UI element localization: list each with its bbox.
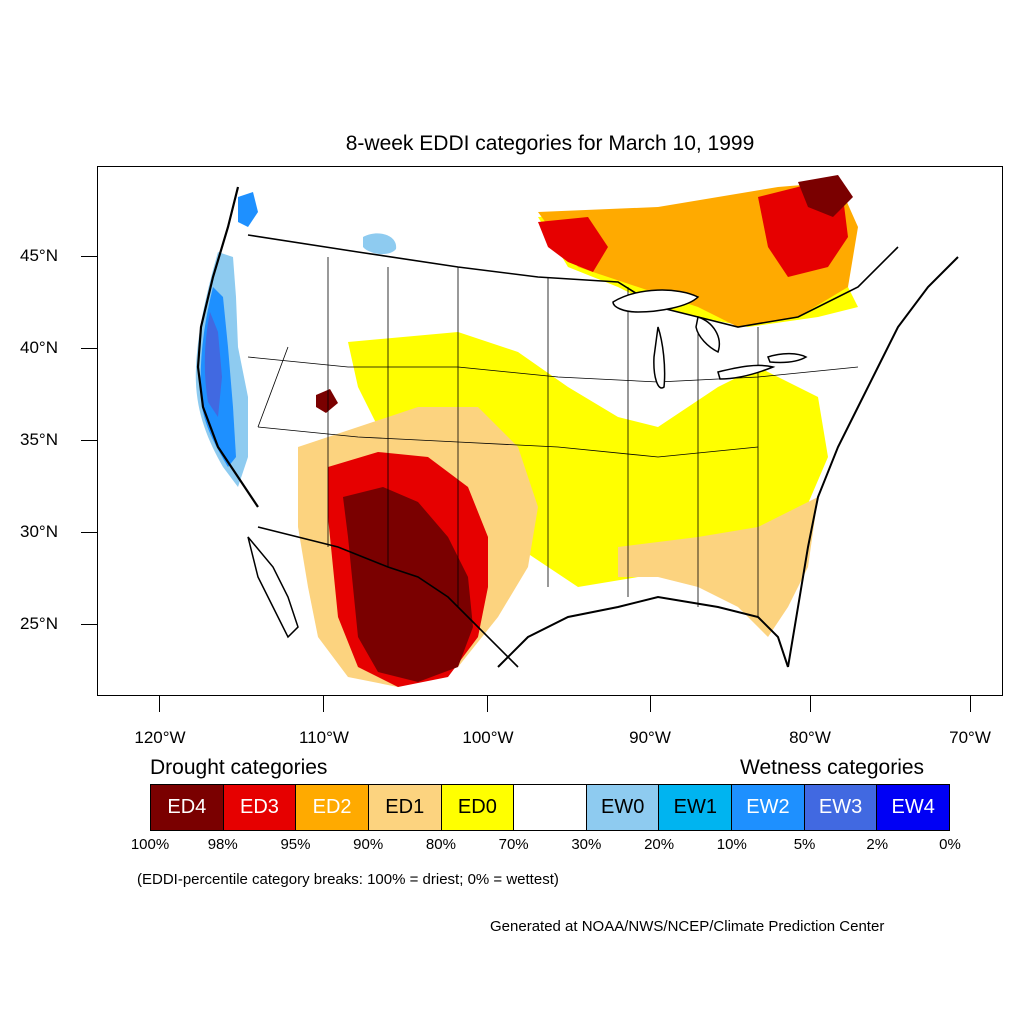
lon-tick [323, 696, 324, 712]
west-coastline [196, 186, 259, 508]
east-coastline [787, 256, 959, 668]
quebec-ed4 [798, 175, 853, 217]
lon-label: 100°W [462, 728, 514, 747]
lat-tick [81, 532, 97, 533]
lon-tick [970, 696, 971, 712]
legend-break-label: 90% [353, 836, 384, 853]
lat-tick [81, 624, 97, 625]
legend-swatch [514, 785, 587, 830]
us-mexico-border [257, 526, 519, 668]
lon-label: 80°W [789, 728, 831, 747]
legend-break-label: 0% [939, 836, 961, 853]
lat-label: 25°N [20, 614, 58, 633]
lon-label: 120°W [134, 728, 186, 747]
legend-break-label: 98% [207, 836, 238, 853]
legend-swatch-label: ED2 [312, 796, 352, 818]
legend-colorbar: ED4 ED3 ED2 ED1 ED0 EW0 EW1 EW2 EW3 EW4 [150, 784, 950, 831]
ontario-ed3-west [538, 217, 608, 272]
legend-swatch: EW0 [586, 785, 660, 830]
pacific-wet-deep [204, 312, 222, 417]
gulf-of-california [247, 536, 299, 639]
southeast-ed1 [618, 497, 818, 637]
legend-break-label: 5% [793, 836, 816, 853]
legend-break-label: 95% [280, 836, 311, 853]
legend-break-label: 80% [425, 836, 456, 853]
legend-swatch: ED4 [151, 785, 224, 830]
legend-swatch: ED1 [368, 785, 442, 830]
legend-swatch: EW4 [877, 785, 950, 830]
legend-swatch-label: EW2 [746, 796, 790, 818]
legend-swatch-label: EW1 [673, 796, 717, 818]
legend-swatch-label: ED3 [240, 796, 279, 818]
lat-label: 40°N [20, 338, 58, 357]
lon-tick [159, 696, 160, 712]
washington-wet [238, 192, 258, 227]
southwest-ed4 [343, 487, 473, 682]
gulf-coastline [497, 595, 789, 668]
map-title: 8-week EDDI categories for March 10, 199… [345, 132, 755, 155]
utah-ed4-patch [316, 389, 338, 413]
idaho-wet-patch [363, 233, 397, 255]
legend-break-label: 10% [716, 836, 747, 853]
lat-tick [81, 440, 97, 441]
lon-label: 90°W [629, 728, 671, 747]
state-boundaries [247, 257, 859, 617]
lon-tick [487, 696, 488, 712]
legend-break-label: 100% [130, 836, 170, 853]
eddi-map [97, 166, 1003, 696]
legend-swatch: EW3 [804, 785, 878, 830]
lake-ontario [767, 352, 808, 364]
legend-swatch: EW1 [659, 785, 733, 830]
legend-swatch: ED3 [223, 785, 297, 830]
legend-swatch-label: ED4 [167, 796, 207, 818]
credit-text: Generated at NOAA/NWS/NCEP/Climate Predi… [490, 918, 885, 935]
lake-huron [695, 316, 720, 354]
legend-swatch-label: EW3 [818, 796, 863, 818]
lon-tick [650, 696, 651, 712]
drought-heading: Drought categories [150, 756, 328, 779]
legend-swatch: ED2 [296, 785, 369, 830]
lat-label: 35°N [20, 430, 58, 449]
legend-swatch: ED0 [441, 785, 515, 830]
legend-swatch-label: ED0 [457, 796, 497, 818]
lon-tick [810, 696, 811, 712]
central-ed0-region [348, 332, 828, 597]
wetness-heading: Wetness categories [740, 756, 925, 779]
lat-label: 30°N [20, 522, 58, 541]
map-canvas [195, 175, 959, 687]
lon-label: 70°W [949, 728, 991, 747]
lake-superior [612, 289, 700, 313]
lat-label: 45°N [20, 246, 58, 265]
lake-michigan [653, 326, 666, 389]
lake-erie [717, 364, 776, 380]
legend-break-label: 70% [498, 836, 529, 853]
lon-label: 110°W [299, 728, 349, 747]
legend-note: (EDDI-percentile category breaks: 100% =… [137, 871, 559, 888]
lat-tick [81, 256, 97, 257]
legend-swatch: EW2 [732, 785, 805, 830]
legend-swatch-label: ED1 [385, 796, 425, 818]
legend-swatch-label: EW0 [600, 796, 645, 818]
legend-break-label: 2% [866, 836, 889, 853]
legend-break-label: 20% [644, 836, 675, 853]
lat-tick [81, 348, 97, 349]
legend-break-label: 30% [571, 836, 602, 853]
legend-swatch-label: EW4 [891, 796, 935, 818]
